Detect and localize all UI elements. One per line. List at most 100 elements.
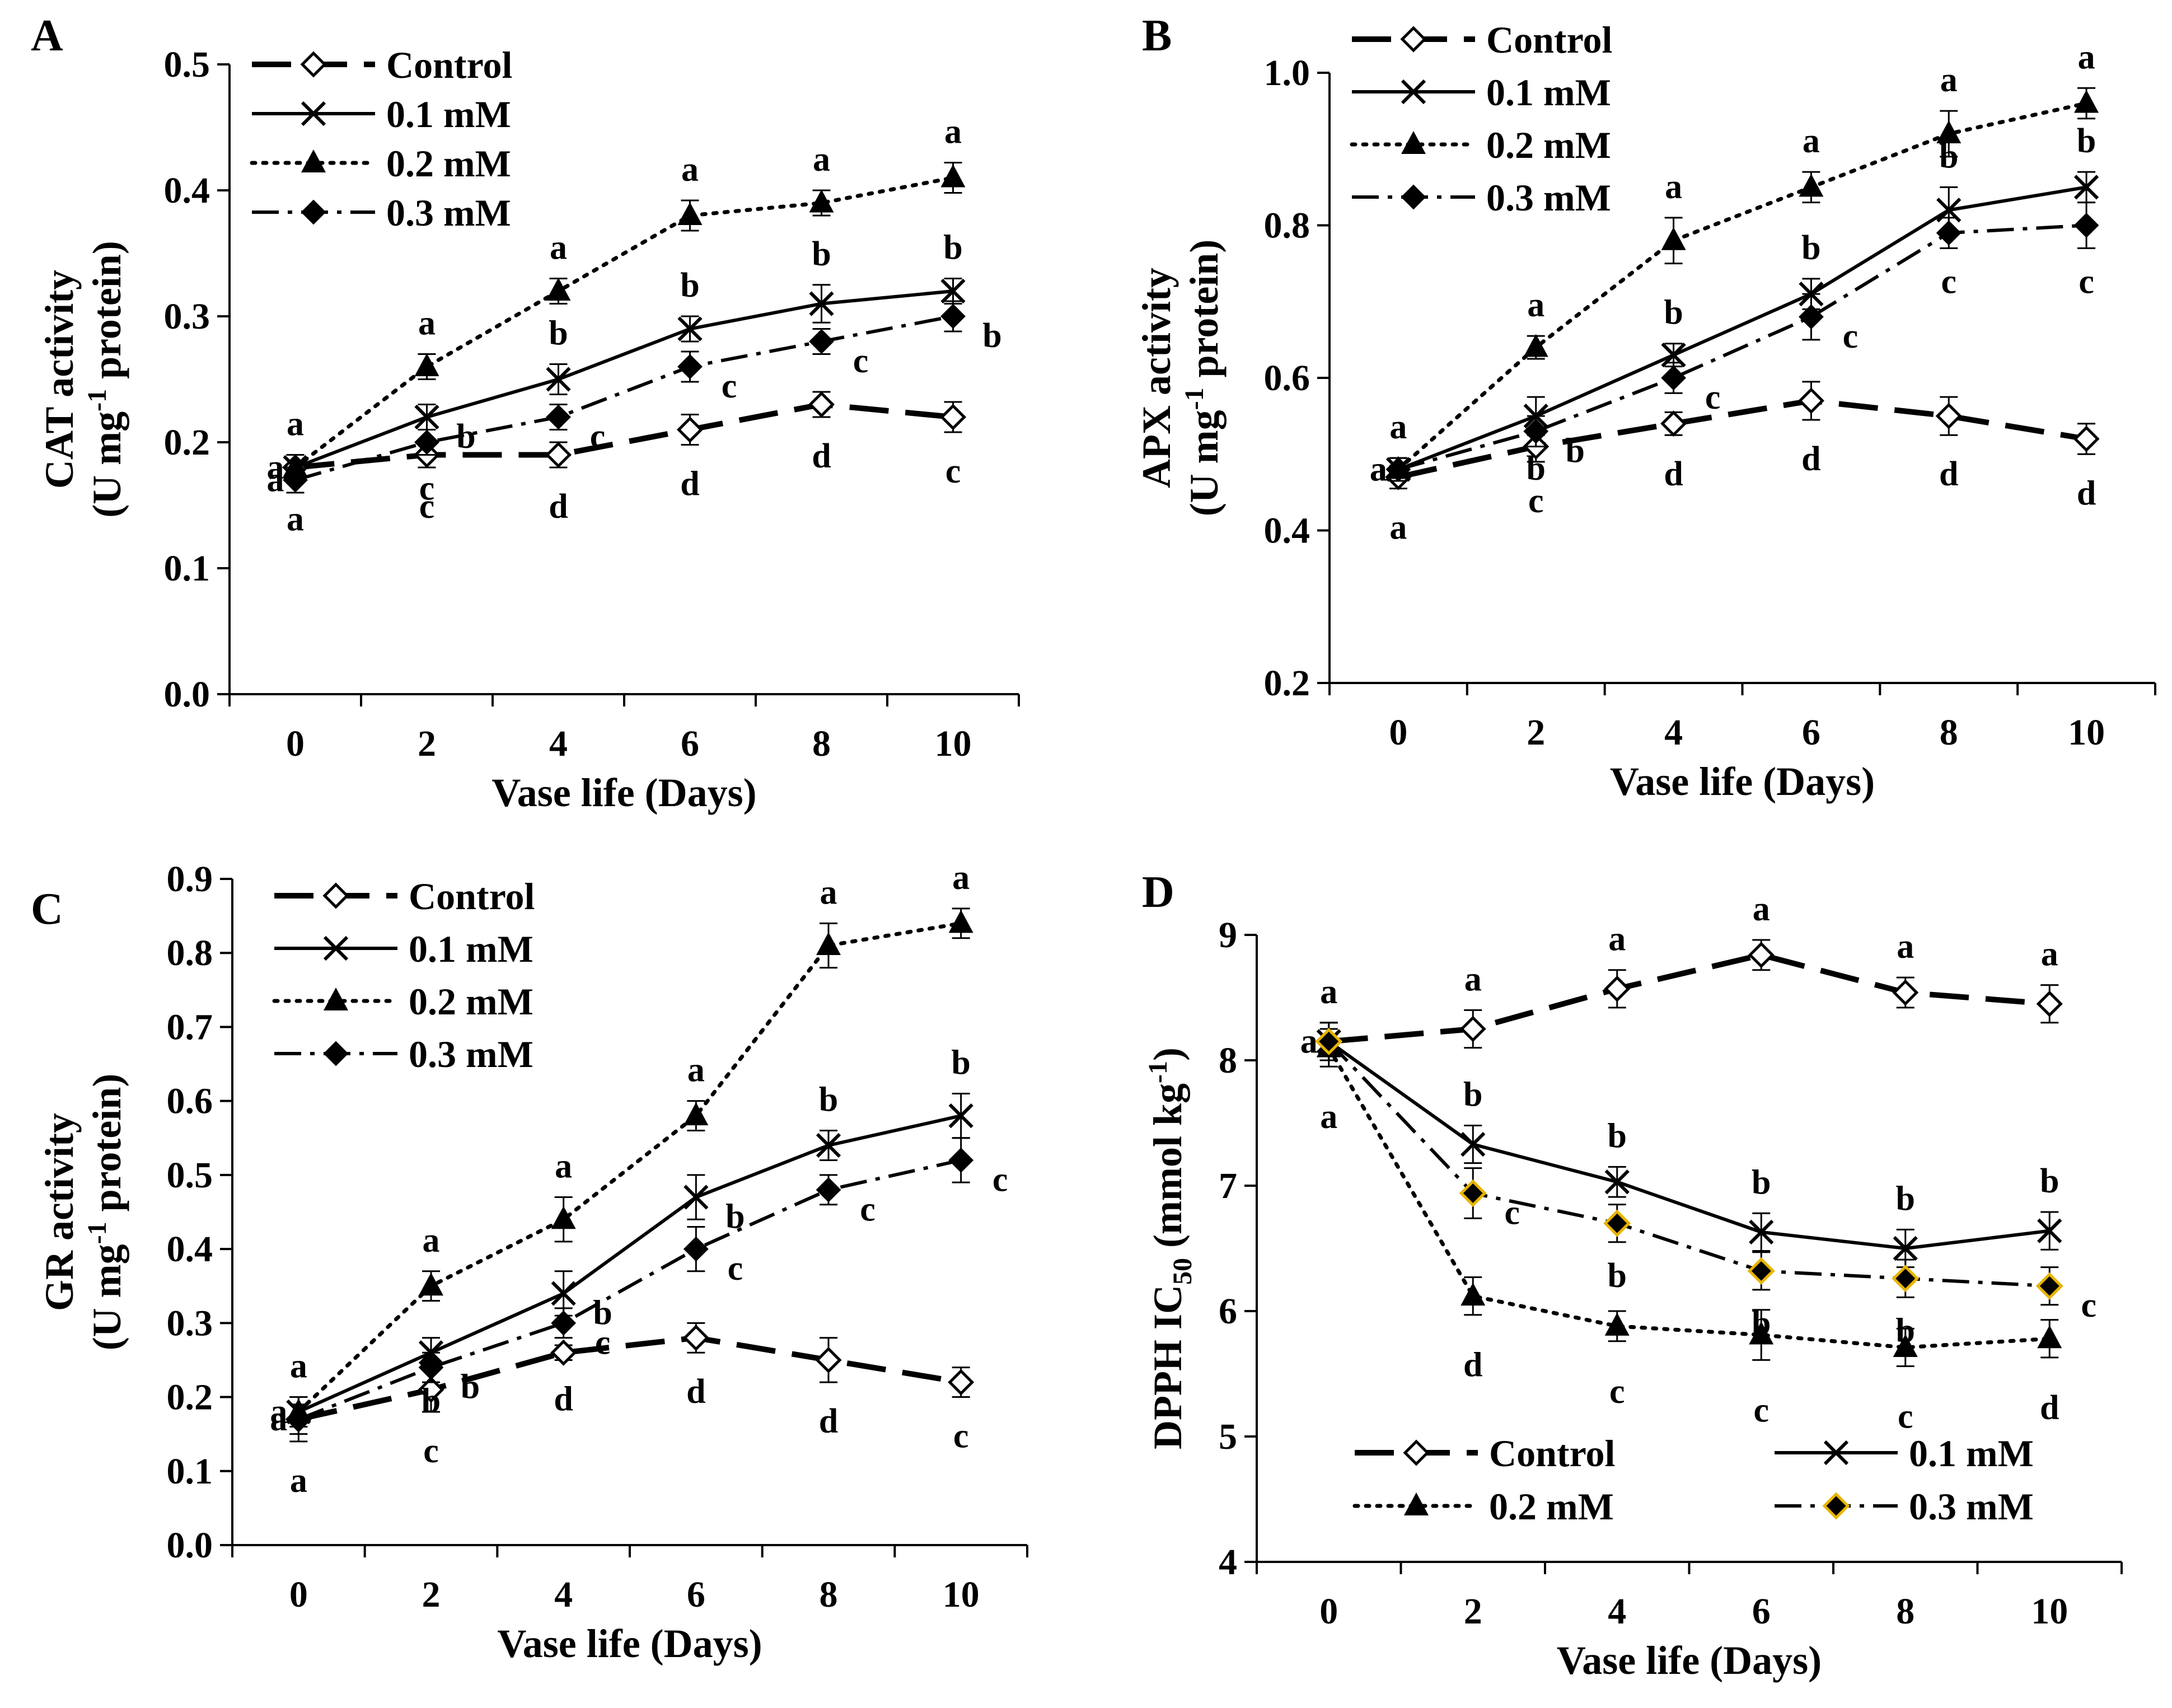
significance-label: a [1370,451,1387,489]
data-point [414,404,439,430]
series-line [1398,223,2087,471]
significance-label: b [1752,1163,1771,1201]
data-point [809,329,834,354]
y-axis-label-line1: APX activity [1134,268,1179,488]
significance-label: c [2081,1286,2096,1325]
legend-label: 0.3 mM [1909,1485,2034,1528]
significance-label: b [1608,1257,1627,1295]
significance-label: d [2077,474,2096,512]
significance-label: c [1528,482,1544,520]
y-tick-label: 0.1 [164,548,210,589]
y-tick-label: 0.6 [167,1081,213,1122]
significance-label: a [270,1400,287,1438]
significance-label: b [943,229,962,267]
significance-label: a [1940,61,1958,99]
significance-label: b [1664,294,1683,332]
series-0-3-mm: a c b b b c [1315,973,2096,1350]
data-point [816,1177,841,1202]
y-tick-label: 0.2 [1264,663,1310,704]
legend-item: 0.2 mM [1350,124,1611,166]
legend-marker [301,199,326,225]
significance-label: a [1803,122,1820,160]
legend-label: 0.2 mM [386,142,511,185]
x-tick-label: 4 [1608,1591,1626,1632]
significance-label: a [813,141,830,179]
data-point [948,1369,975,1396]
significance-label: a [290,1462,307,1500]
x-tick-label: 10 [2031,1591,2068,1632]
legend-marker [1401,131,1426,154]
legend-item: 0.2 mM [272,980,533,1023]
data-point [1797,387,1824,414]
x-tick-label: 0 [1389,712,1407,753]
legend-label: 0.2 mM [1489,1485,1614,1528]
data-point [2037,1218,2062,1243]
x-tick-label: 10 [2068,712,2105,753]
x-tick-label: 8 [1940,712,1958,753]
x-axis-label: Vase life (Days) [1557,1638,1822,1683]
data-point [1892,1265,1920,1293]
legend-label: 0.2 mM [409,980,533,1023]
significance-label: b [1896,1312,1915,1350]
legend-item: 0.3 mM [252,191,511,234]
significance-label: b [982,317,1001,355]
data-point [546,278,571,301]
data-point [940,164,966,188]
significance-label: a [270,1393,287,1431]
y-axis-label-line2: (U mg-1 protein) [1179,240,1227,517]
significance-label: c [1504,1194,1520,1232]
y-tick-label: 8 [1219,1040,1237,1081]
significance-label: c [953,1417,969,1456]
significance-label: a [287,405,304,443]
y-tick-label: 0.5 [167,1155,213,1196]
legend-label: 0.1 mM [1909,1432,2034,1475]
legend: Control 0.1 mM 0.2 mM 0.3 mM [1350,18,1612,219]
legend-marker [1401,184,1426,210]
x-tick-label: 6 [1752,1591,1771,1632]
legend-label: 0.3 mM [409,1033,533,1075]
x-tick-label: 2 [1464,1591,1482,1632]
data-point [682,1325,709,1351]
significance-label: a [687,1051,705,1089]
significance-label: a [1320,973,1337,1011]
data-point [809,189,834,213]
data-point [948,910,973,933]
legend-marker [324,988,348,1010]
significance-label: a [1665,168,1682,206]
data-point [1603,1209,1631,1237]
significance-label: c [419,470,435,508]
significance-label: a [555,1148,572,1186]
data-point [545,441,572,469]
data-point [1604,1312,1630,1336]
data-point [684,1102,709,1126]
legend-marker [322,882,349,909]
significance-label: c [728,1250,743,1288]
y-axis-label-superscript: -1 [1179,387,1209,410]
significance-label: b [1801,229,1820,267]
x-tick-label: 10 [943,1574,980,1615]
data-point [1523,334,1548,357]
legend-item: Control [274,875,535,918]
data-point [1385,457,1411,482]
y-tick-label: 0.9 [167,859,213,900]
data-point [1935,403,1962,429]
y-tick-label: 0.2 [167,1377,213,1418]
significance-label: a [1320,1098,1337,1136]
y-tick-label: 0.8 [167,933,213,974]
series-line [1328,952,2050,1045]
significance-label: b [2040,1162,2059,1200]
data-point [283,467,308,493]
data-point [418,1355,444,1381]
significance-label: a [1753,890,1770,928]
legend-item: 0.1 mM [274,928,533,970]
significance-label: d [549,488,568,526]
data-point [551,1206,576,1229]
series-0-2-mm: a a a a a a [283,113,966,481]
y-axis-label-tail: protein) [85,1074,129,1222]
significance-label: a [287,500,304,539]
significance-label: d [1463,1346,1482,1384]
legend-marker [1823,1440,1849,1466]
y-axis-label-superscript: -1 [82,389,112,411]
significance-label: c [853,342,869,380]
legend-item: Control [1352,18,1612,61]
